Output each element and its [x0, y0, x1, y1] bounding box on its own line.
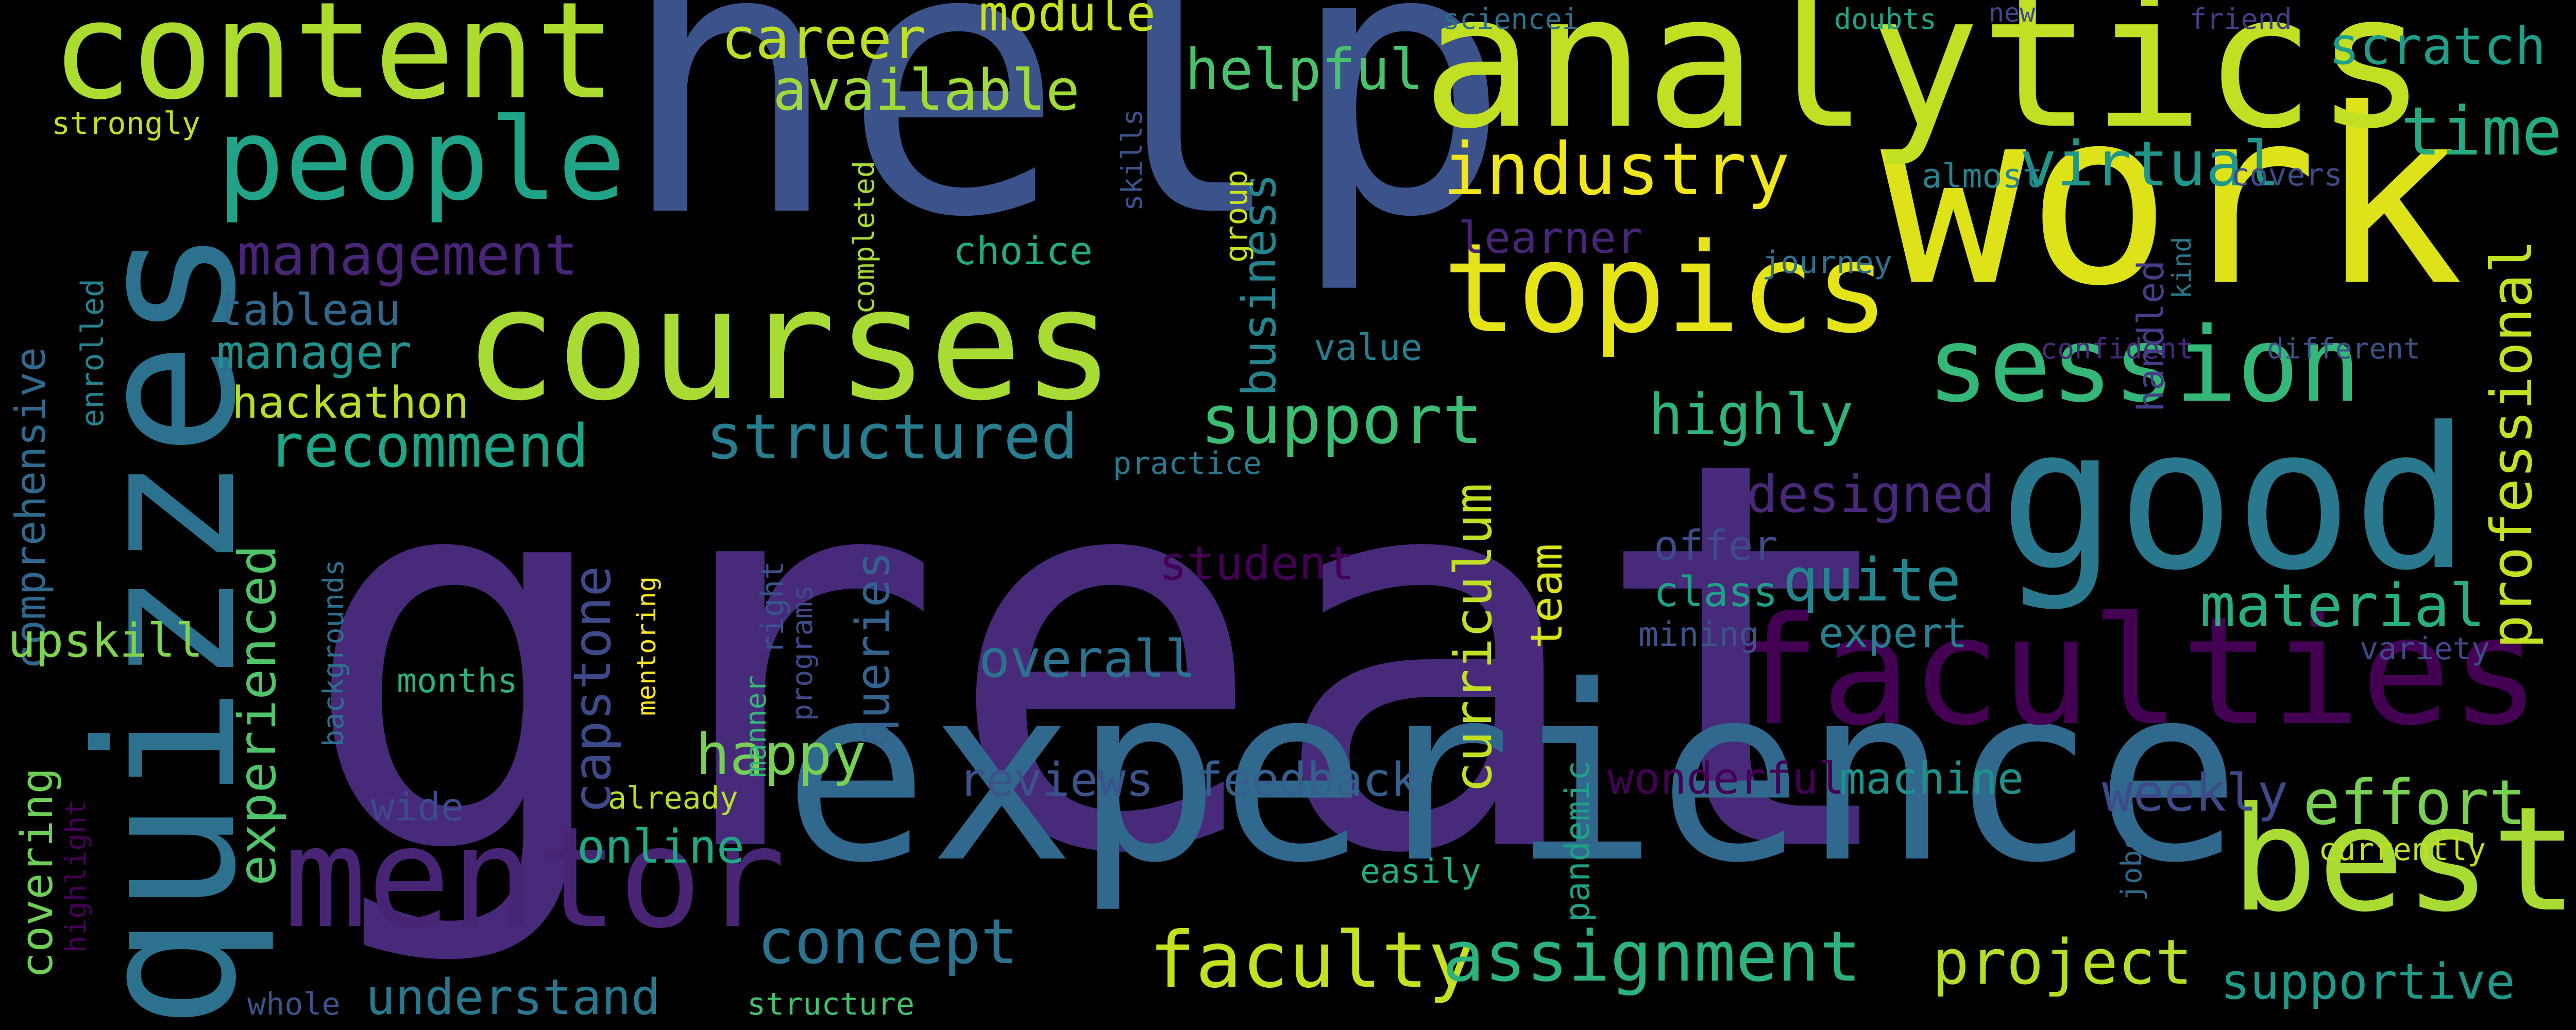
word-support: support [1200, 381, 1483, 459]
word-highly: highly [1649, 382, 1854, 448]
word-understand: understand [366, 969, 660, 1026]
word-journey: journey [1762, 245, 1892, 281]
word-jobs: jobs [2115, 833, 2148, 901]
word-expert: expert [1819, 609, 1968, 657]
word-structured: structured [706, 402, 1078, 473]
word-designed: designed [1747, 464, 1995, 524]
word-offer: offer [1654, 522, 1778, 570]
word-almost: almost [1922, 157, 2043, 196]
word-covers: covers [2231, 157, 2343, 193]
word-available: available [773, 57, 1080, 123]
word-work: work [1880, 57, 2464, 339]
word-online: online [577, 820, 745, 874]
word-handled: handled [2130, 260, 2172, 412]
word-wide: wide [371, 784, 464, 830]
word-help: help [618, 0, 1512, 298]
word-already: already [608, 780, 738, 816]
word-pandemic: pandemic [1558, 760, 1597, 922]
word-kind: kind [2167, 236, 2197, 299]
word-tableau: tableau [216, 285, 401, 336]
word-whole: whole [247, 986, 341, 1022]
word-covering: covering [12, 767, 63, 978]
word-confident: confident [2040, 332, 2194, 365]
word-topics: topics [1443, 216, 1889, 360]
word-time: time [2401, 92, 2563, 170]
word-happy: happy [696, 722, 867, 787]
word-effort: effort [2303, 767, 2527, 839]
word-skills: skills [1115, 109, 1148, 211]
word-analytics: analytics [1422, 0, 2427, 169]
word-group: group [1218, 169, 1255, 263]
word-assignment: assignment [1443, 916, 1861, 997]
word-different: different [2267, 332, 2421, 365]
word-mentoring: mentoring [632, 576, 662, 716]
word-faculty: faculty [1149, 916, 1475, 1005]
word-programs: programs [786, 585, 819, 721]
word-industry: industry [1443, 128, 1790, 212]
word-weekly: weekly [2102, 763, 2289, 823]
word-recommend: recommend [268, 412, 589, 481]
word-scratch: scratch [2329, 16, 2546, 76]
word-courses: courses [464, 255, 1115, 435]
word-sciencei: sciencei [1443, 3, 1579, 36]
word-currently: currently [2318, 832, 2486, 868]
word-student: student [1159, 537, 1355, 591]
word-structure: structure [747, 986, 915, 1022]
word-best: best [2231, 776, 2576, 944]
word-helpful: helpful [1185, 37, 1424, 102]
word-team: team [1521, 543, 1572, 649]
word-mining: mining [1638, 615, 1759, 654]
word-variety: variety [2360, 631, 2490, 667]
word-reviews: reviews [958, 753, 1154, 807]
word-learner: learner [1458, 213, 1643, 264]
word-overall: overall [979, 629, 1196, 689]
word-module: module [979, 0, 1156, 42]
word-experience: experience [783, 634, 2241, 916]
word-highlight: highlight [59, 799, 92, 953]
word-mentor: mentor [283, 797, 786, 959]
word-practice: practice [1113, 445, 1262, 482]
word-curriculum: curriculum [1443, 483, 1503, 793]
word-friend: friend [2190, 3, 2292, 36]
word-manager: manager [216, 325, 412, 380]
word-material: material [2200, 572, 2485, 641]
word-right: right [755, 561, 791, 654]
word-months: months [397, 662, 518, 700]
word-manner: manner [739, 675, 772, 778]
word-queries: queries [846, 551, 900, 747]
word-management: management [237, 222, 579, 288]
word-faculties: faculties [1731, 585, 2541, 759]
word-easily: easily [1360, 852, 1481, 891]
word-project: project [1932, 927, 2193, 999]
word-great: great [299, 348, 1912, 971]
word-choice: choice [953, 228, 1093, 273]
word-wonderful: wonderful [1607, 753, 1845, 804]
word-enrolled: enrolled [75, 279, 111, 427]
word-value: value [1314, 327, 1422, 369]
word-supportive: supportive [2221, 954, 2515, 1010]
word-backgrounds: backgrounds [317, 559, 350, 747]
word-people: people [216, 94, 626, 226]
word-hackathon: hackathon [232, 377, 469, 428]
word-good: good [1999, 385, 2471, 613]
word-upskill: upskill [8, 614, 204, 668]
word-experienced: experienced [227, 544, 287, 886]
word-new: new [1989, 0, 2036, 28]
word-doubts: doubts [1834, 3, 1937, 36]
word-strongly: strongly [52, 106, 200, 142]
word-class: class [1654, 568, 1778, 616]
word-machine: machine [1839, 753, 2024, 804]
word-professional: professional [2479, 239, 2545, 649]
word-session: session [1927, 305, 2361, 425]
word-capstone: capstone [562, 565, 622, 814]
word-virtual: virtual [2020, 129, 2280, 200]
word-completed: completed [848, 160, 880, 314]
word-quite: quite [1783, 546, 1961, 615]
word-content: content [52, 0, 616, 129]
word-career: career [721, 6, 926, 72]
word-feedback: feedback [1195, 753, 1419, 807]
word-concept: concept [757, 906, 1018, 978]
